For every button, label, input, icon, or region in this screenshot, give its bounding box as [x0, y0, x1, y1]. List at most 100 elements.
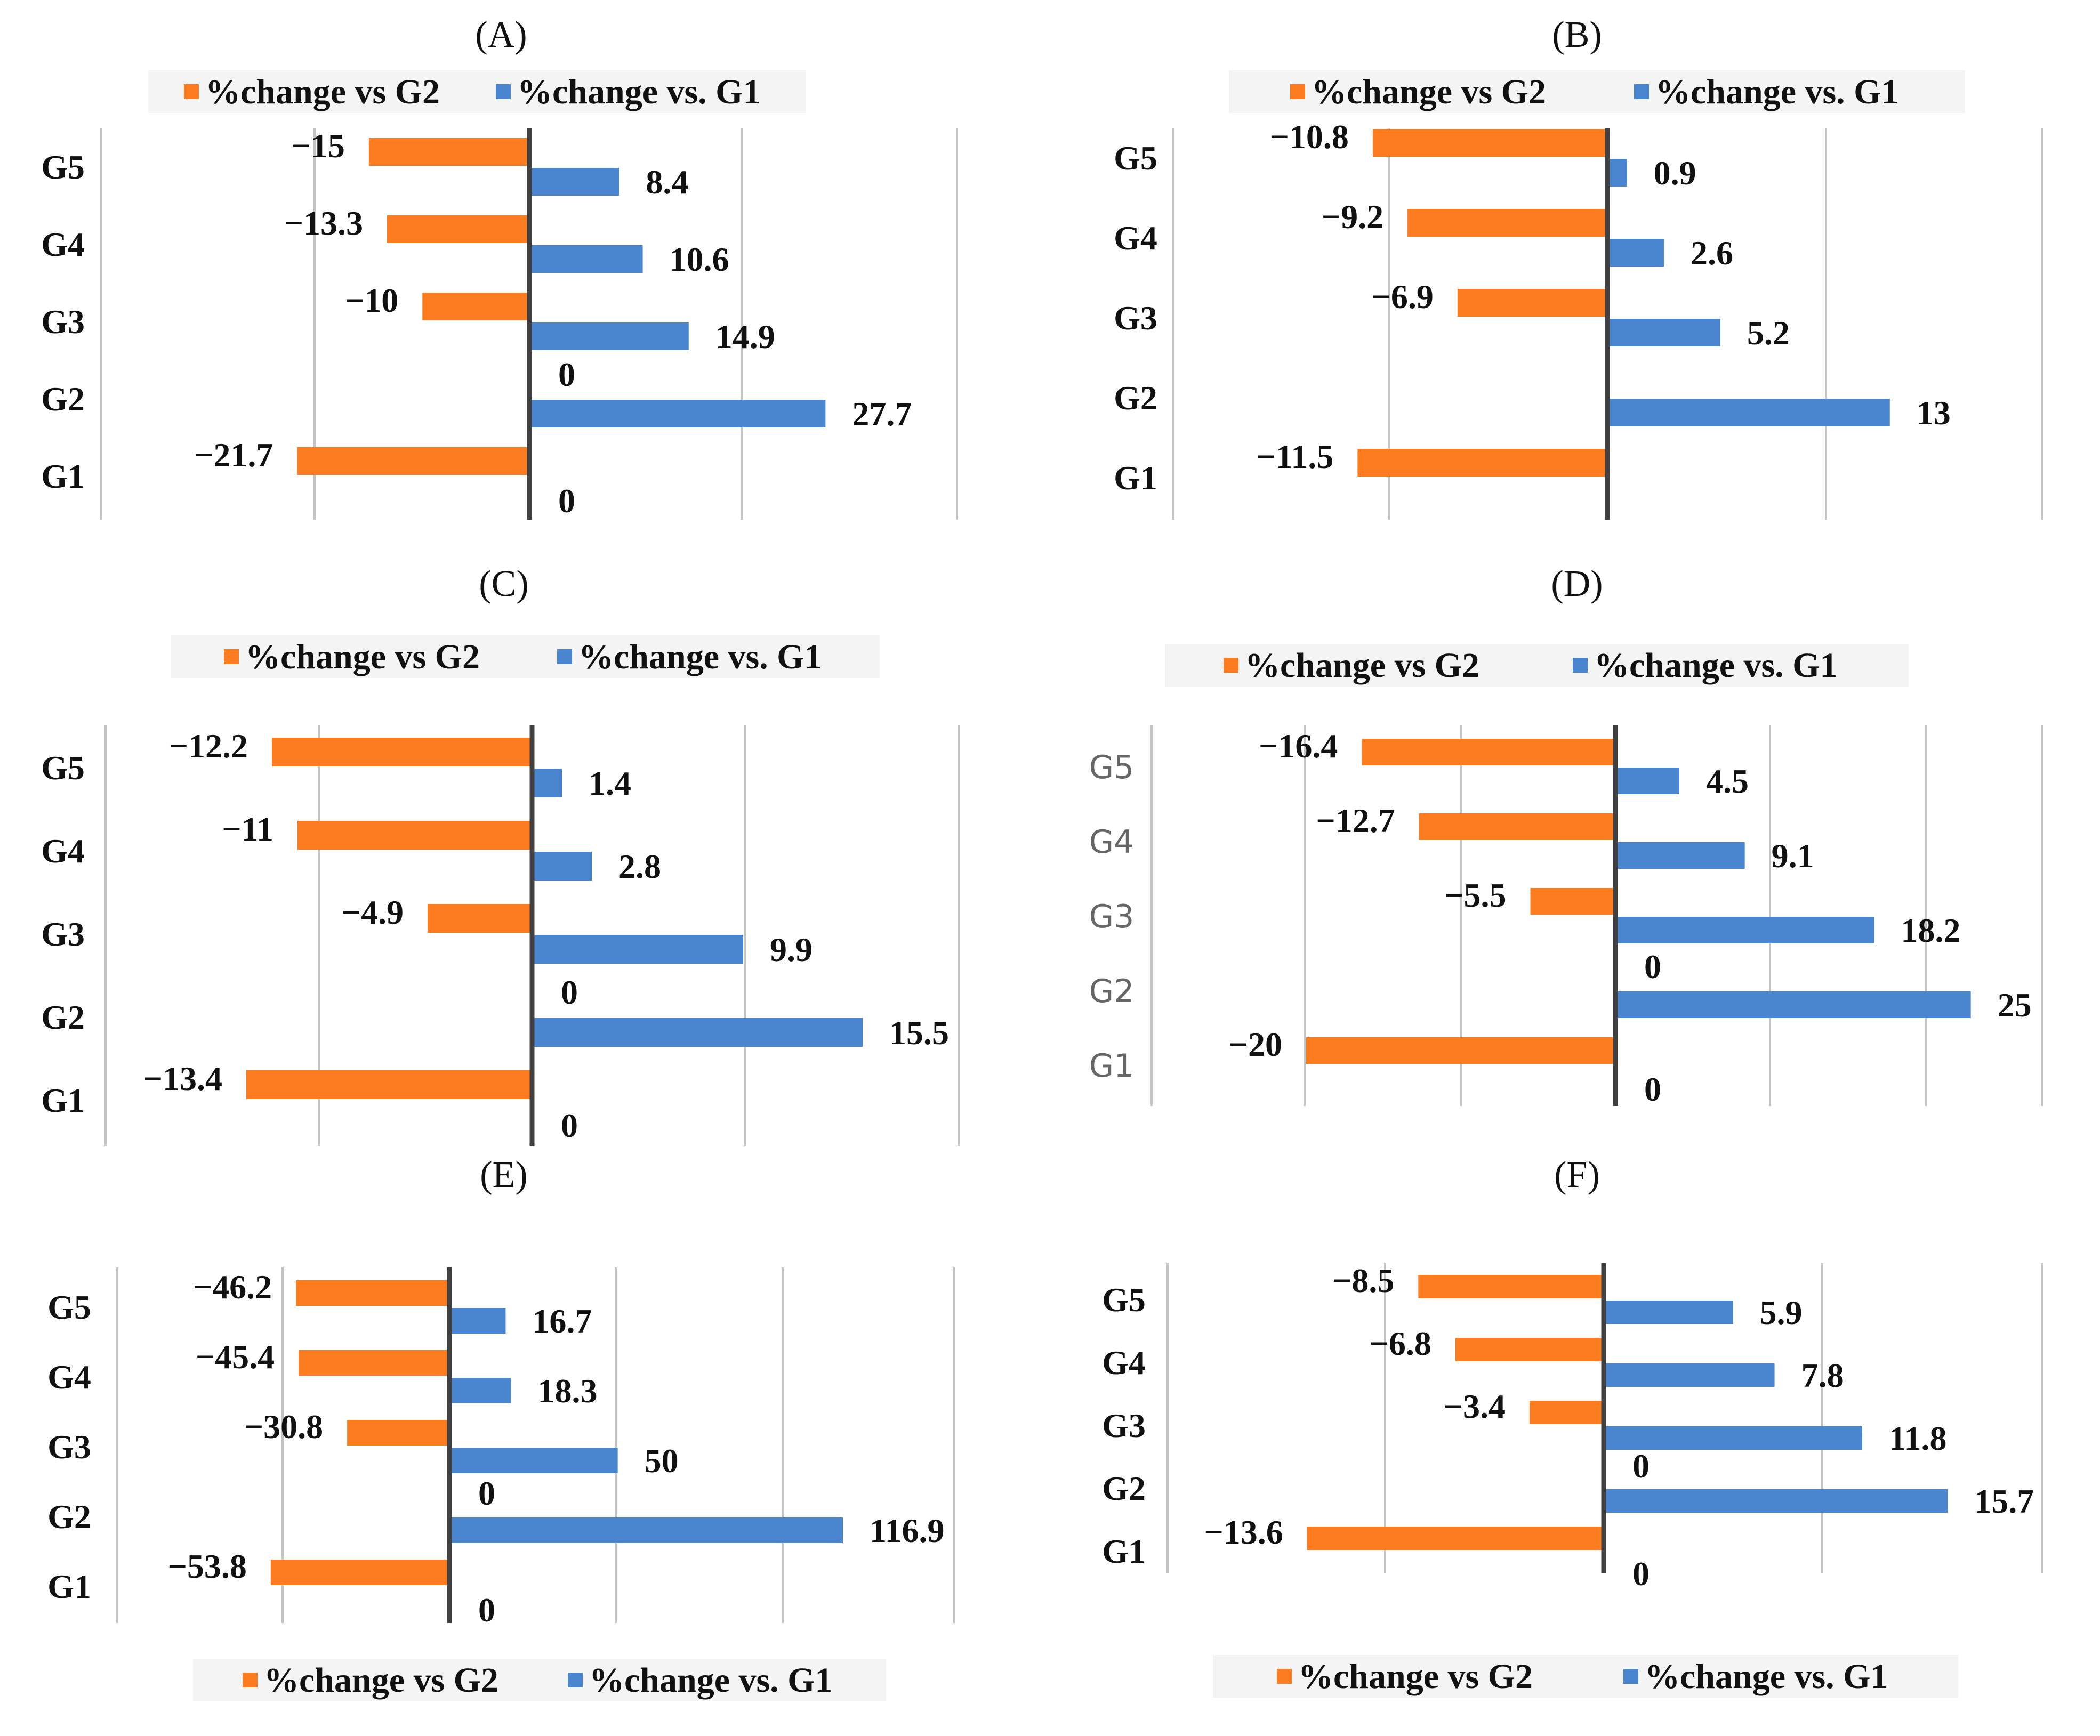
legend-marker-vs-g1	[1573, 658, 1588, 673]
bar-vs-g2	[422, 293, 529, 320]
value-label-vs-g2: −12.2	[169, 727, 248, 765]
value-label-vs-g2: −20	[1229, 1026, 1282, 1063]
value-label-vs-g1: 116.9	[870, 1512, 944, 1549]
value-label-vs-g1: 14.9	[715, 318, 775, 356]
bar-vs-g2	[387, 215, 529, 243]
bar-vs-g1	[449, 1448, 618, 1473]
panel-d: (D) %change vs G2 %change vs. G1 G5 −16.4 4.5…	[1089, 563, 2043, 1108]
legend-label-vs-g1: %change vs. G1	[589, 1661, 833, 1700]
legend-label-vs-g2: %change vs G2	[264, 1661, 498, 1700]
panel-c: (C) %change vs G2 %change vs. G1 G5 −12.2 1.4…	[41, 563, 960, 1146]
value-label-vs-g2: −13.6	[1204, 1513, 1283, 1551]
value-label-vs-g1: 0	[1632, 1555, 1650, 1593]
bar-vs-g1	[449, 1378, 511, 1403]
bar-vs-g1	[1604, 1426, 1862, 1450]
legend-marker-vs-g2	[243, 1673, 258, 1687]
category-label: G3	[41, 915, 85, 953]
category-label: G1	[1114, 459, 1157, 497]
category-label: G2	[1114, 379, 1157, 417]
bar-vs-g1	[1615, 842, 1745, 869]
value-label-vs-g1: 15.5	[889, 1014, 949, 1052]
value-label-vs-g1: 8.4	[646, 163, 688, 201]
bar-vs-g1	[1607, 159, 1627, 187]
value-label-vs-g2: −4.9	[342, 893, 404, 931]
value-label-vs-g1: 18.2	[1901, 911, 1960, 949]
bar-vs-g2	[297, 447, 529, 475]
category-label: G3	[1114, 299, 1157, 337]
legend-box	[171, 635, 880, 678]
value-label-vs-g1: 2.8	[618, 847, 661, 885]
category-label: G5	[1114, 139, 1157, 177]
value-label-vs-g2: 0	[561, 973, 578, 1011]
category-label: G4	[41, 225, 85, 263]
category-label: G2	[1102, 1469, 1146, 1507]
bar-vs-g2	[1529, 1401, 1604, 1424]
value-label-vs-g1: 18.3	[538, 1372, 598, 1410]
bar-vs-g1	[449, 1308, 506, 1334]
bar-vs-g1	[532, 1018, 863, 1047]
category-label: G3	[1102, 1407, 1146, 1444]
value-label-vs-g1: 15.7	[1974, 1482, 2034, 1520]
category-label: G3	[1089, 898, 1135, 935]
category-label: G3	[41, 303, 85, 341]
value-label-vs-g1: 50	[645, 1442, 679, 1480]
legend-marker-vs-g2	[224, 649, 239, 664]
value-label-vs-g1: 10.6	[670, 240, 729, 278]
legend-marker-vs-g1	[557, 649, 572, 664]
bar-vs-g2	[1362, 739, 1615, 765]
bar-vs-g2	[1419, 813, 1615, 840]
legend-label-vs-g1: %change vs. G1	[1594, 646, 1838, 685]
value-label-vs-g1: 11.8	[1889, 1419, 1946, 1457]
bar-vs-g1	[1607, 239, 1664, 267]
legend-box	[1229, 70, 1965, 113]
value-label-vs-g2: −5.5	[1444, 876, 1506, 914]
category-label: G5	[41, 148, 85, 186]
bar-vs-g2	[1457, 289, 1607, 317]
category-label: G4	[1102, 1344, 1146, 1382]
legend-label-vs-g2: %change vs G2	[205, 72, 440, 111]
bar-vs-g2	[1357, 449, 1607, 477]
bar-vs-g1	[1604, 1489, 1948, 1513]
legend-marker-vs-g1	[568, 1673, 583, 1687]
panel-title: (C)	[479, 563, 528, 604]
panel-b: (B)%change vs G2 %change vs. G1 G5 −10.8 0.9…	[1114, 14, 2043, 520]
value-label-vs-g1: 16.7	[532, 1302, 592, 1340]
value-label-vs-g1: 0	[558, 482, 575, 520]
value-label-vs-g1: 1.4	[589, 764, 631, 802]
bar-vs-g2	[1455, 1338, 1604, 1361]
value-label-vs-g1: 4.5	[1706, 762, 1749, 800]
bar-vs-g2	[246, 1070, 532, 1099]
panel-title: (A)	[475, 14, 527, 55]
value-label-vs-g1: 5.2	[1747, 314, 1790, 352]
category-label: G5	[41, 749, 85, 787]
category-label: G1	[47, 1568, 91, 1605]
category-label: G4	[1114, 219, 1157, 257]
bar-vs-g2	[296, 1280, 449, 1306]
bar-vs-g2	[270, 1560, 449, 1585]
category-label: G4	[47, 1358, 91, 1396]
legend-marker-vs-g1	[496, 84, 511, 99]
bar-vs-g1	[1604, 1363, 1775, 1387]
bar-vs-g1	[532, 769, 562, 797]
legend-box	[1213, 1655, 1958, 1698]
category-label: G1	[41, 457, 85, 495]
panel-title: (B)	[1552, 14, 1602, 55]
value-label-vs-g2: −21.7	[194, 436, 273, 474]
value-label-vs-g1: 13	[1917, 394, 1951, 432]
bar-vs-g1	[532, 935, 743, 964]
category-label: G3	[47, 1428, 91, 1466]
bar-vs-g1	[1604, 1301, 1733, 1324]
panel-e: (E) %change vs G2 %change vs. G1 G5 −46.2 16.…	[47, 1154, 955, 1701]
value-label-vs-g2: 0	[1632, 1447, 1650, 1485]
panel-title: (E)	[480, 1154, 527, 1196]
bar-vs-g2	[1306, 1037, 1615, 1064]
value-label-vs-g2: −30.8	[244, 1408, 323, 1446]
value-label-vs-g1: 9.1	[1772, 837, 1814, 875]
bar-vs-g1	[449, 1517, 843, 1543]
bar-vs-g1	[1615, 991, 1971, 1018]
category-label: G2	[47, 1498, 91, 1536]
value-label-vs-g1: 7.8	[1801, 1356, 1844, 1394]
legend-marker-vs-g1	[1623, 1669, 1638, 1684]
bar-vs-g2	[272, 738, 532, 766]
value-label-vs-g1: 0.9	[1654, 154, 1696, 192]
